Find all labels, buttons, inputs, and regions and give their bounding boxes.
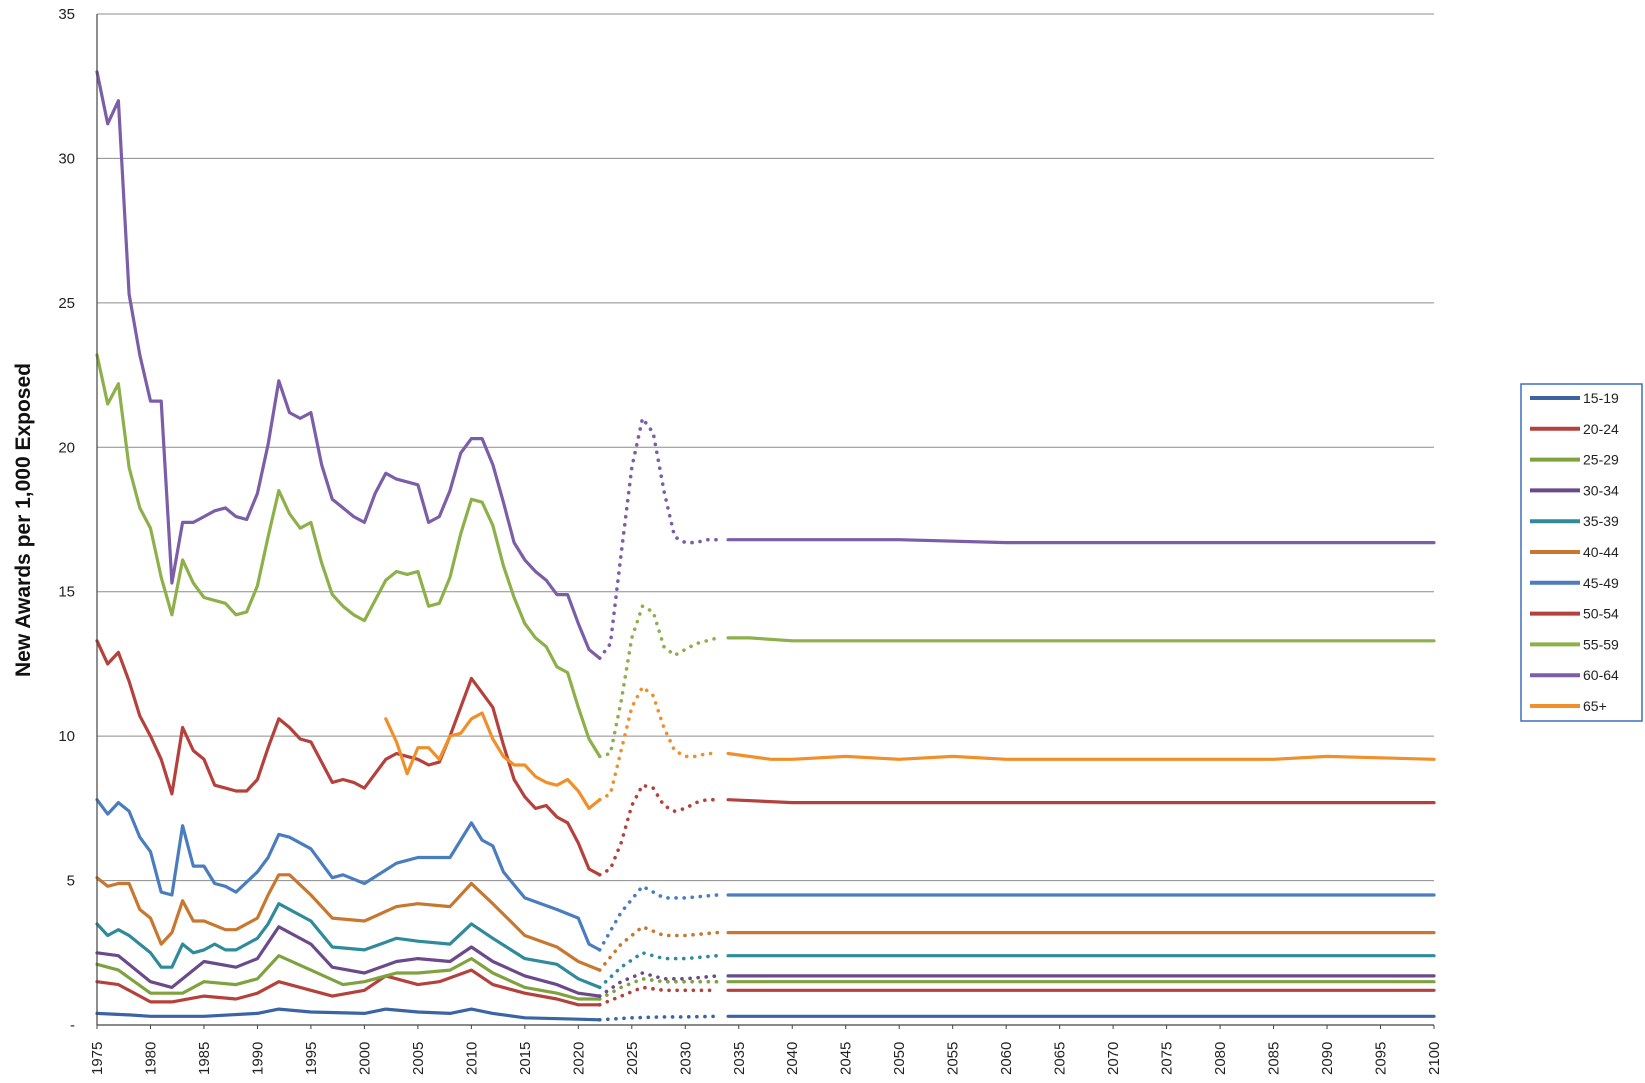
series-line-historical: [95, 1007, 602, 1022]
legend-label: 30-34: [1583, 482, 1619, 498]
legend-label: 50-54: [1583, 606, 1619, 622]
series-line-historical: [95, 639, 602, 877]
x-tick-label: 2060: [998, 1042, 1015, 1075]
x-tick-label: 2080: [1212, 1042, 1229, 1075]
series-line-historical: [95, 353, 602, 759]
x-tick-label: 2010: [463, 1042, 480, 1075]
y-tick-label: 15: [58, 584, 75, 601]
x-tick-label: 2030: [677, 1042, 694, 1075]
y-tick-labels: - 5 10 15 20 25 30 35: [58, 6, 75, 1034]
series-line-historical: [95, 798, 602, 952]
x-tick-labels: 1975 1980 1985 1990 1995 2000 2005 2010 2015 2020…: [89, 1025, 1443, 1075]
x-tick-label: 2035: [731, 1042, 748, 1075]
series-line-projection: [597, 685, 720, 802]
x-tick-label: 2045: [838, 1042, 855, 1075]
y-tick-label: 35: [58, 6, 75, 23]
x-tick-label: 2005: [410, 1042, 427, 1075]
x-tick-label: 2070: [1105, 1042, 1122, 1075]
x-tick-label: 2050: [891, 1042, 908, 1075]
y-tick-label: 25: [58, 295, 75, 312]
series-line-projection: [597, 604, 720, 759]
y-tick-label: 30: [58, 150, 75, 167]
legend-label: 55-59: [1583, 636, 1619, 652]
y-tick-label: 5: [67, 873, 75, 890]
series-line-historical: [95, 902, 602, 990]
series-line-historical: [95, 954, 602, 1001]
x-tick-label: 2020: [570, 1042, 587, 1075]
x-tick-label: 2090: [1319, 1042, 1336, 1075]
legend: 15-19 20-24 25-29 30-34 35-39 40-44 45-49 50-54…: [1520, 383, 1643, 722]
legend-label: 65+: [1583, 698, 1607, 714]
y-tick-label: -: [70, 1017, 75, 1034]
series-line-ultimate: [726, 751, 1436, 761]
x-tick-label: 2055: [945, 1042, 962, 1075]
legend-label: 35-39: [1583, 513, 1619, 529]
x-tick-label: 1995: [303, 1042, 320, 1075]
x-tick-label: 2085: [1266, 1042, 1283, 1075]
series-line-historical: [95, 70, 602, 660]
series-line-ultimate: [726, 798, 1436, 805]
series-line-projection: [597, 971, 720, 998]
series-line-projection: [597, 1014, 720, 1022]
series-line-projection: [597, 950, 720, 990]
legend-label: 20-24: [1583, 421, 1619, 437]
x-tick-label: 2000: [356, 1042, 373, 1075]
series-line-projection: [597, 976, 720, 1001]
series-line-ultimate: [726, 636, 1436, 643]
legend-label: 40-44: [1583, 544, 1619, 560]
series-line-historical: [95, 925, 602, 998]
series-line-ultimate: [726, 538, 1436, 545]
series-line-historical: [95, 968, 602, 1007]
y-tick-label: 20: [58, 439, 75, 456]
x-tick-label: 2075: [1159, 1042, 1176, 1075]
series-line-projection: [597, 783, 720, 877]
series-line-projection: [597, 924, 720, 972]
x-tick-label: 2100: [1426, 1042, 1443, 1075]
y-axis-title: New Awards per 1,000 Exposed: [12, 363, 35, 677]
series-line-projection: [597, 985, 720, 1007]
series-line-historical: [95, 873, 602, 972]
legend-label: 60-64: [1583, 667, 1619, 683]
legend-label: 25-29: [1583, 452, 1619, 468]
x-tick-label: 2040: [784, 1042, 801, 1075]
legend-label: 15-19: [1583, 390, 1619, 406]
x-tick-label: 2065: [1052, 1042, 1069, 1075]
series-line-projection: [597, 884, 720, 952]
x-tick-label: 1985: [196, 1042, 213, 1075]
x-tick-label: 1975: [89, 1042, 106, 1075]
x-tick-label: 2095: [1373, 1042, 1390, 1075]
x-tick-label: 1980: [142, 1042, 159, 1075]
y-tick-label: 10: [58, 728, 75, 745]
gridlines: [97, 13, 1434, 1026]
x-tick-label: 2025: [624, 1042, 641, 1075]
x-tick-label: 2015: [517, 1042, 534, 1075]
legend-label: 45-49: [1583, 575, 1619, 591]
series-line-projection: [597, 416, 720, 661]
x-tick-label: 1990: [249, 1042, 266, 1075]
series-lines: [95, 70, 1436, 1022]
series-line-historical: [384, 711, 602, 811]
